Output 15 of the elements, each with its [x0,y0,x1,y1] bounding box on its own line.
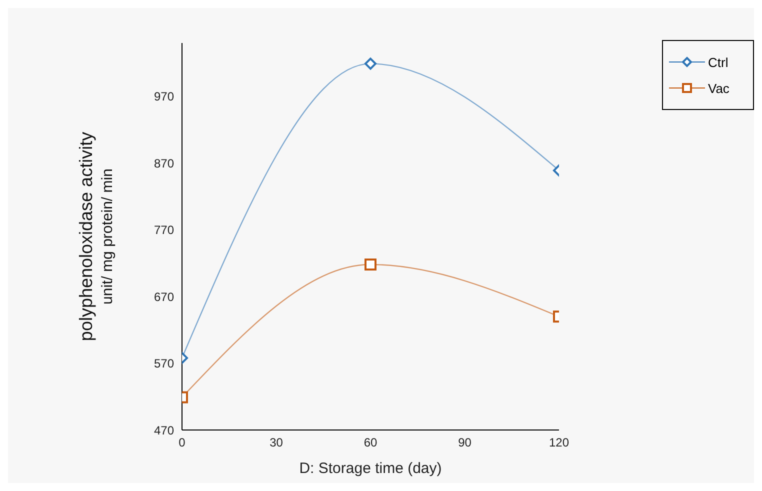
y-tick-label: 770 [154,223,174,238]
y-tick-label: 670 [154,290,174,304]
x-axis-title: D: Storage time (day) [299,460,442,477]
legend-label: Vac [708,80,730,96]
x-tick-label: 60 [364,436,378,450]
legend-label: Ctrl [708,54,728,70]
x-tick-label: 90 [458,436,472,450]
y-tick-label: 570 [154,356,174,371]
y-tick-label: 970 [154,90,174,104]
x-tick-label: 0 [178,436,186,450]
y-tick-label: 870 [154,156,174,170]
y-axis-title: polyphenoloxidase activity unit/ mg protein/ min [76,132,116,342]
x-tick-label: 120 [548,436,570,450]
y-tick-label: 470 [154,423,174,438]
x-tick-label: 30 [270,436,284,450]
